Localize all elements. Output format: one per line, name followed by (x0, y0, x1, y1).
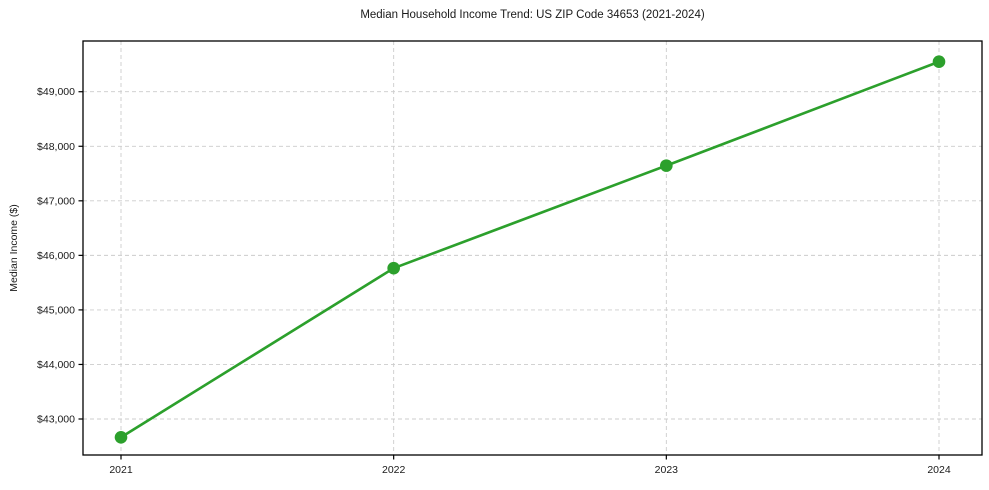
data-point-2024 (932, 55, 946, 69)
chart-title: Median Household Income Trend: US ZIP Co… (360, 9, 705, 21)
y-tick-label: $48,000 (37, 141, 75, 153)
x-tick-label: 2021 (109, 464, 133, 476)
data-point-2022 (387, 261, 400, 275)
y-tick-label: $44,000 (37, 359, 75, 371)
data-point-2021 (114, 430, 128, 444)
data-point-2023 (660, 159, 673, 172)
y-tick-label: $43,000 (37, 414, 75, 426)
y-tick-label: $47,000 (37, 195, 75, 207)
x-tick-label: 2022 (382, 464, 406, 476)
x-tick-label: 2023 (655, 464, 679, 476)
y-tick-label: $46,000 (37, 250, 75, 262)
series-line (119, 60, 941, 439)
x-tick-label: 2024 (927, 464, 951, 476)
y-tick-label: $45,000 (37, 304, 75, 316)
axes-frame (82, 40, 983, 456)
y-tick-label: $49,000 (37, 86, 75, 98)
